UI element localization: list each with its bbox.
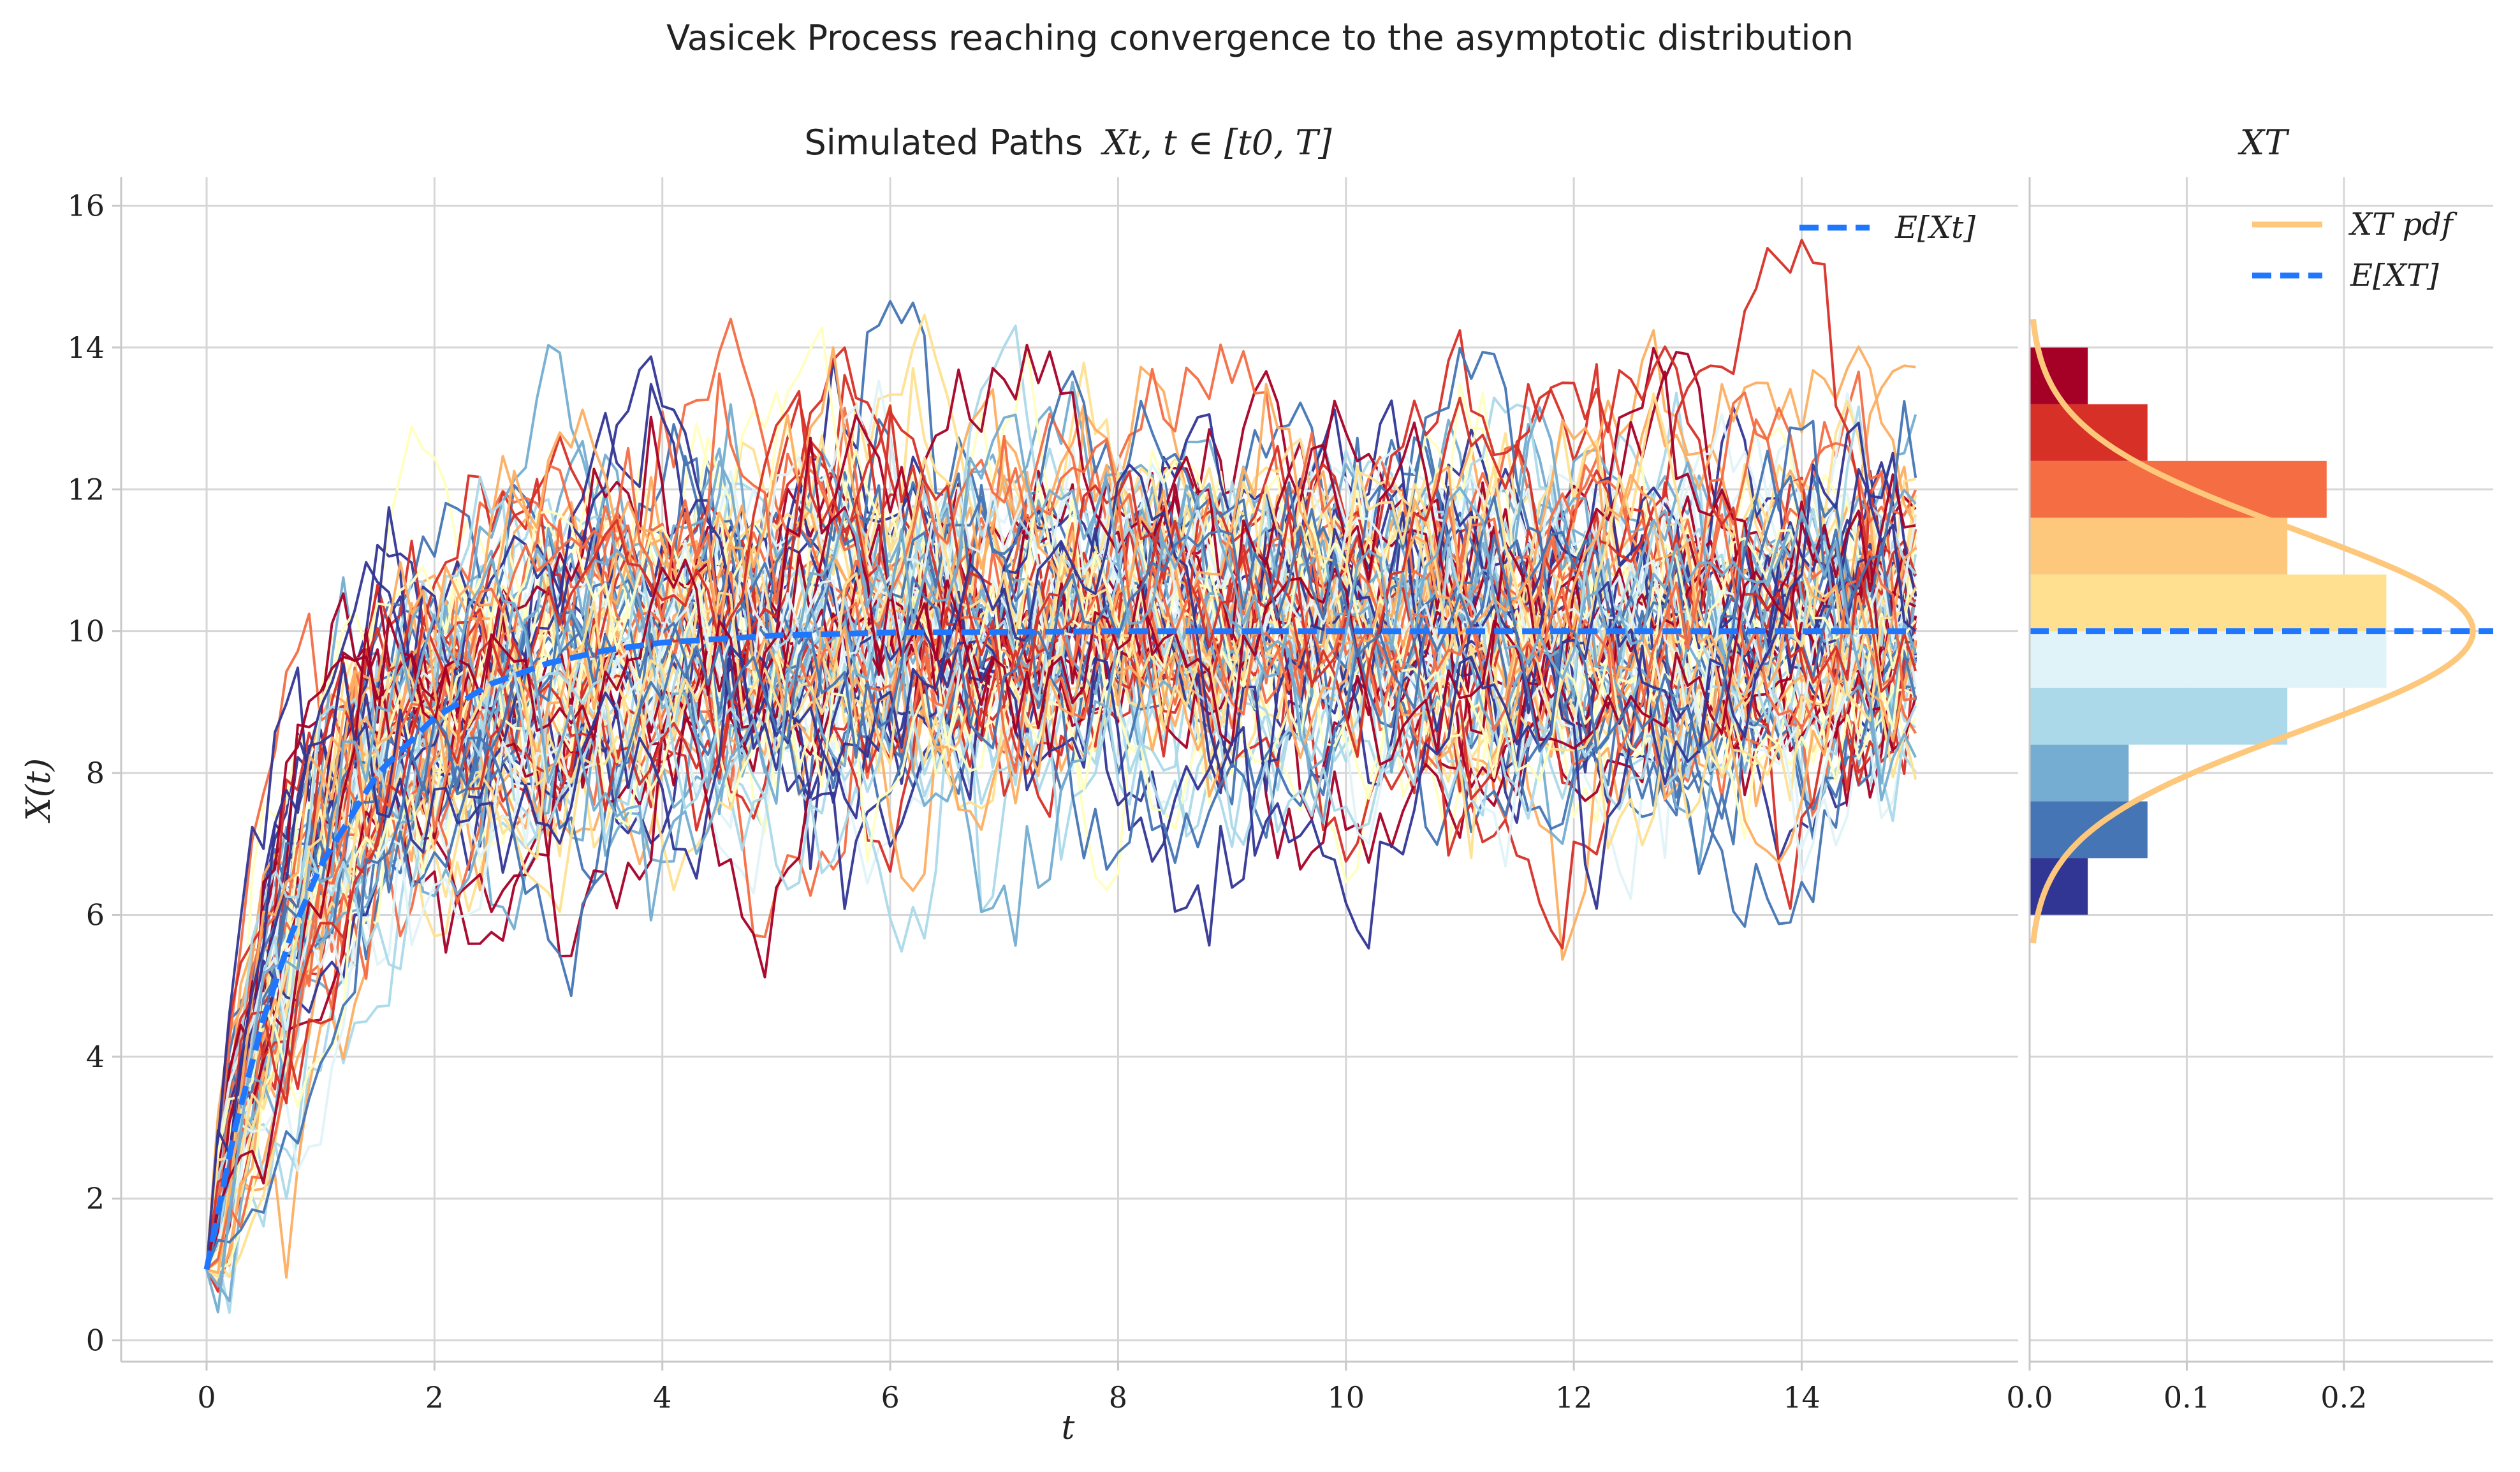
paths-legend: E[Xt] xyxy=(1799,210,1975,246)
paths-y-tick-label: 0 xyxy=(86,1323,105,1358)
simulated-path xyxy=(205,476,1917,1279)
terminal-pdf-group xyxy=(2030,318,2476,944)
paths-x-tick-label: 14 xyxy=(1783,1380,1820,1415)
terminal-spines xyxy=(2028,177,2493,1363)
paths-x-tick-label: 2 xyxy=(425,1380,444,1415)
paths-y-tick-label: 10 xyxy=(67,614,105,649)
paths-y-tick-label: 16 xyxy=(67,188,105,223)
terminal-x-ticks: 0.0 0.1 0.2 xyxy=(2006,1362,2367,1415)
paths-y-ticks: 0 2 4 6 8 10 12 14 16 xyxy=(67,188,121,1358)
paths-y-tick-label: 14 xyxy=(67,330,105,365)
mean-line-group xyxy=(203,628,1916,1270)
terminal-legend: XT pdf E[XT] xyxy=(2252,207,2458,293)
terminal-panel-title: XT xyxy=(2238,122,2290,163)
terminal-distribution-panel: XT 0.0 0.1 0.2 XT pdf E[XT] xyxy=(2006,122,2493,1415)
paths-x-ticks: 0 2 4 6 8 10 12 14 xyxy=(197,1362,1820,1415)
histogram-bar xyxy=(2030,744,2129,802)
simulated-path xyxy=(205,344,1917,1270)
histogram-bar xyxy=(2030,574,2387,631)
figure-suptitle: Vasicek Process reaching convergence to … xyxy=(666,18,1854,58)
paths-y-axis-label: X(t) xyxy=(20,758,58,824)
paths-y-tick-label: 8 xyxy=(86,756,105,790)
paths-x-tick-label: 8 xyxy=(1109,1380,1127,1415)
paths-panel-title: Simulated Paths Xt, t ∈ [t0, T] xyxy=(805,122,1333,163)
paths-x-tick-label: 4 xyxy=(653,1380,671,1415)
simulated-path xyxy=(205,463,1917,1270)
simulated-path xyxy=(205,355,1917,1270)
terminal-x-tick-label: 0.1 xyxy=(2164,1380,2210,1415)
simulated-path xyxy=(205,422,1917,1270)
simulated-paths xyxy=(205,239,1917,1314)
simulated-path xyxy=(206,383,1917,1274)
terminal-legend-pdf-label: XT pdf xyxy=(2348,207,2458,242)
terminal-pdf-curve xyxy=(2030,318,2476,944)
simulated-path xyxy=(205,372,1916,1270)
paths-y-tick-label: 2 xyxy=(86,1181,105,1216)
histogram-bar xyxy=(2030,688,2288,745)
simulated-path xyxy=(205,436,1916,1270)
paths-spines xyxy=(120,177,2018,1363)
simulated-path xyxy=(205,413,1917,1314)
paths-x-tick-label: 10 xyxy=(1328,1380,1365,1415)
simulated-path xyxy=(205,487,1917,1270)
paths-x-tick-label: 6 xyxy=(881,1380,899,1415)
terminal-histogram xyxy=(2030,347,2387,915)
simulated-path xyxy=(205,480,1917,1270)
mean-line xyxy=(203,628,1916,1270)
paths-x-axis-label: t xyxy=(1062,1409,1075,1447)
terminal-x-tick-label: 0.0 xyxy=(2006,1380,2053,1415)
histogram-bar xyxy=(2030,631,2387,688)
paths-legend-mean-label: E[Xt] xyxy=(1894,210,1975,246)
terminal-legend-mean-label: E[XT] xyxy=(2350,258,2439,293)
paths-panel: Simulated Paths Xt, t ∈ [t0, T] 0 2 4 6 8 10 1… xyxy=(20,122,2018,1447)
simulated-path xyxy=(205,383,1917,1270)
paths-y-tick-label: 4 xyxy=(86,1040,105,1074)
simulated-path xyxy=(205,400,1917,1270)
paths-y-tick-label: 6 xyxy=(86,897,105,932)
paths-panel-title-text: Simulated Paths xyxy=(805,122,1083,163)
simulated-path xyxy=(205,380,1917,1270)
paths-panel-title-math: Xt, t ∈ [t0, T] xyxy=(1100,122,1332,163)
histogram-bar xyxy=(2030,460,2327,518)
histogram-bar xyxy=(2030,517,2288,575)
paths-x-tick-label: 0 xyxy=(197,1380,216,1415)
paths-x-tick-label: 12 xyxy=(1555,1380,1593,1415)
terminal-x-tick-label: 0.2 xyxy=(2320,1380,2367,1415)
simulated-path xyxy=(205,344,1917,1303)
paths-y-tick-label: 12 xyxy=(67,472,105,506)
